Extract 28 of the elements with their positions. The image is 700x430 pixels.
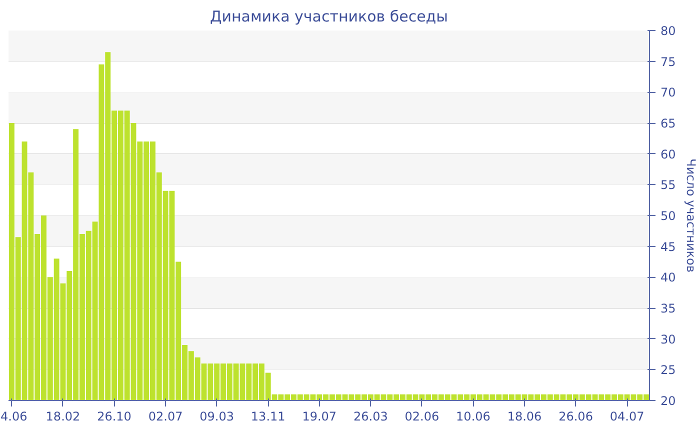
y-tick-label: 60 <box>660 147 676 162</box>
x-tick-label: 18.06 <box>507 410 542 424</box>
x-tick-label: 02.07 <box>148 410 183 424</box>
x-tick-label: 26.10 <box>97 410 132 424</box>
y-tick-label: 25 <box>660 363 676 378</box>
y-tick-label: 70 <box>660 86 676 100</box>
x-tick-label: 10.06 <box>456 410 490 424</box>
y-tick-label: 20 <box>660 394 676 408</box>
x-tick-label: 26.03 <box>353 410 388 424</box>
x-tick-label: 26.06 <box>558 410 593 424</box>
y-axis-title: Число участников <box>684 158 698 272</box>
x-tick-label: 13.11 <box>250 410 286 424</box>
y-tick-label: 55 <box>660 178 676 192</box>
y-tick-label: 30 <box>660 332 676 346</box>
x-tick-label: 09.03 <box>200 410 234 424</box>
y-tick-label: 45 <box>660 240 676 254</box>
x-tick-label: 19.07 <box>302 410 337 424</box>
y-tick-label: 50 <box>660 209 676 223</box>
y-tick-label: 35 <box>660 302 676 316</box>
x-tick-label: 04.07 <box>610 410 644 424</box>
y-tick-label: 80 <box>660 24 676 38</box>
y-tick-label: 40 <box>660 270 676 285</box>
y-tick-label: 65 <box>660 116 676 130</box>
x-tick-label: 02.06 <box>404 410 440 424</box>
chart-title: Динамика участников беседы <box>210 8 448 26</box>
x-tick-label: 4.06 <box>0 410 28 424</box>
x-tick-label: 18.02 <box>46 410 80 424</box>
y-tick-label: 75 <box>660 54 676 69</box>
